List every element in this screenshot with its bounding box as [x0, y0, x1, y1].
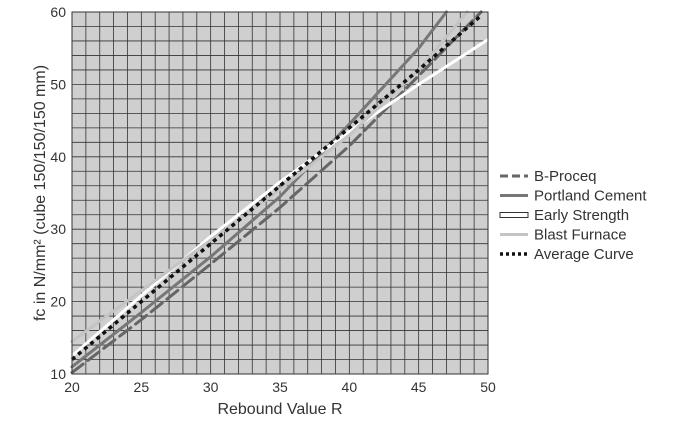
x-tick-label: 30	[203, 379, 219, 395]
legend-label: B-Proceq	[534, 168, 597, 185]
legend-label: Average Curve	[534, 246, 634, 263]
series-line-1	[70, 10, 483, 375]
grid	[71, 11, 489, 375]
legend-label: Early Strength	[534, 207, 629, 224]
legend-item: Blast Furnace	[500, 227, 627, 244]
y-tick-label: 20	[50, 294, 66, 310]
x-tick-label: 35	[272, 379, 288, 395]
y-axis-title: fc in N/mm² (cube 150/150/150 mm)	[32, 65, 49, 321]
plot-border	[71, 11, 489, 375]
legend-item: Early Strength	[499, 207, 629, 224]
legend-swatch	[499, 212, 529, 218]
legend: B-Proceq Portland Cement Early Strength Bla…	[499, 168, 647, 263]
y-tick-label: 60	[50, 4, 66, 20]
x-axis-title: Rebound Value R	[217, 401, 342, 418]
legend-item: Portland Cement	[500, 188, 647, 205]
series-line-5	[70, 14, 483, 361]
legend-label: Blast Furnace	[534, 227, 627, 244]
x-tick-label: 20	[64, 379, 80, 395]
series-line-3	[70, 38, 490, 358]
y-tick-label: 40	[50, 149, 66, 165]
x-tick-label: 40	[342, 379, 358, 395]
legend-item: Average Curve	[500, 246, 634, 263]
legend-label: Portland Cement	[534, 188, 647, 205]
legend-item: B-Proceq	[500, 168, 597, 185]
x-tick-label: 25	[134, 379, 150, 395]
y-tick-label: 10	[50, 366, 66, 382]
x-tick-label: 45	[411, 379, 427, 395]
series-group	[70, 10, 490, 375]
y-tick-label: 50	[50, 76, 66, 92]
series-line-2	[70, 10, 448, 369]
y-tick-label: 30	[50, 221, 66, 237]
x-tick-label: 50	[480, 379, 496, 395]
